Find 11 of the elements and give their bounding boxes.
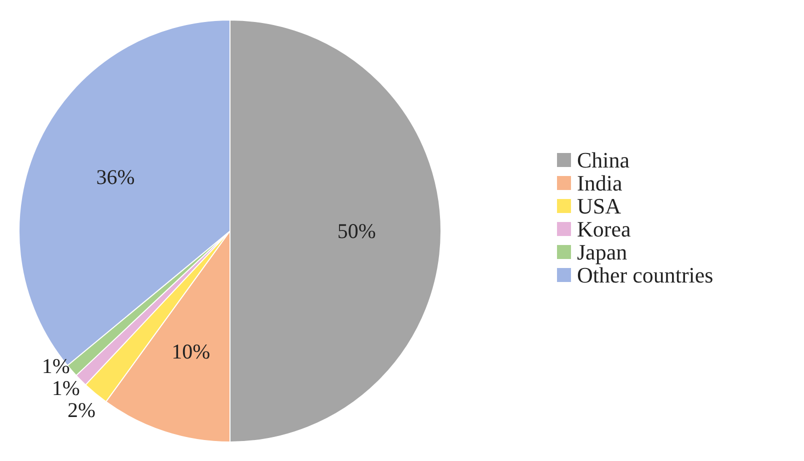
data-label: 1% [42, 354, 70, 378]
data-label: 36% [96, 165, 135, 190]
legend-label: Japan [577, 240, 628, 264]
data-label: 10% [172, 339, 210, 364]
data-label: 2% [68, 398, 96, 422]
data-label: 50% [337, 219, 376, 243]
legend-label: India [577, 170, 622, 196]
data-label: 1% [52, 376, 80, 400]
legend-label: China [577, 148, 630, 172]
legend-label: USA [577, 194, 622, 218]
legend-label: Korea [577, 216, 631, 242]
